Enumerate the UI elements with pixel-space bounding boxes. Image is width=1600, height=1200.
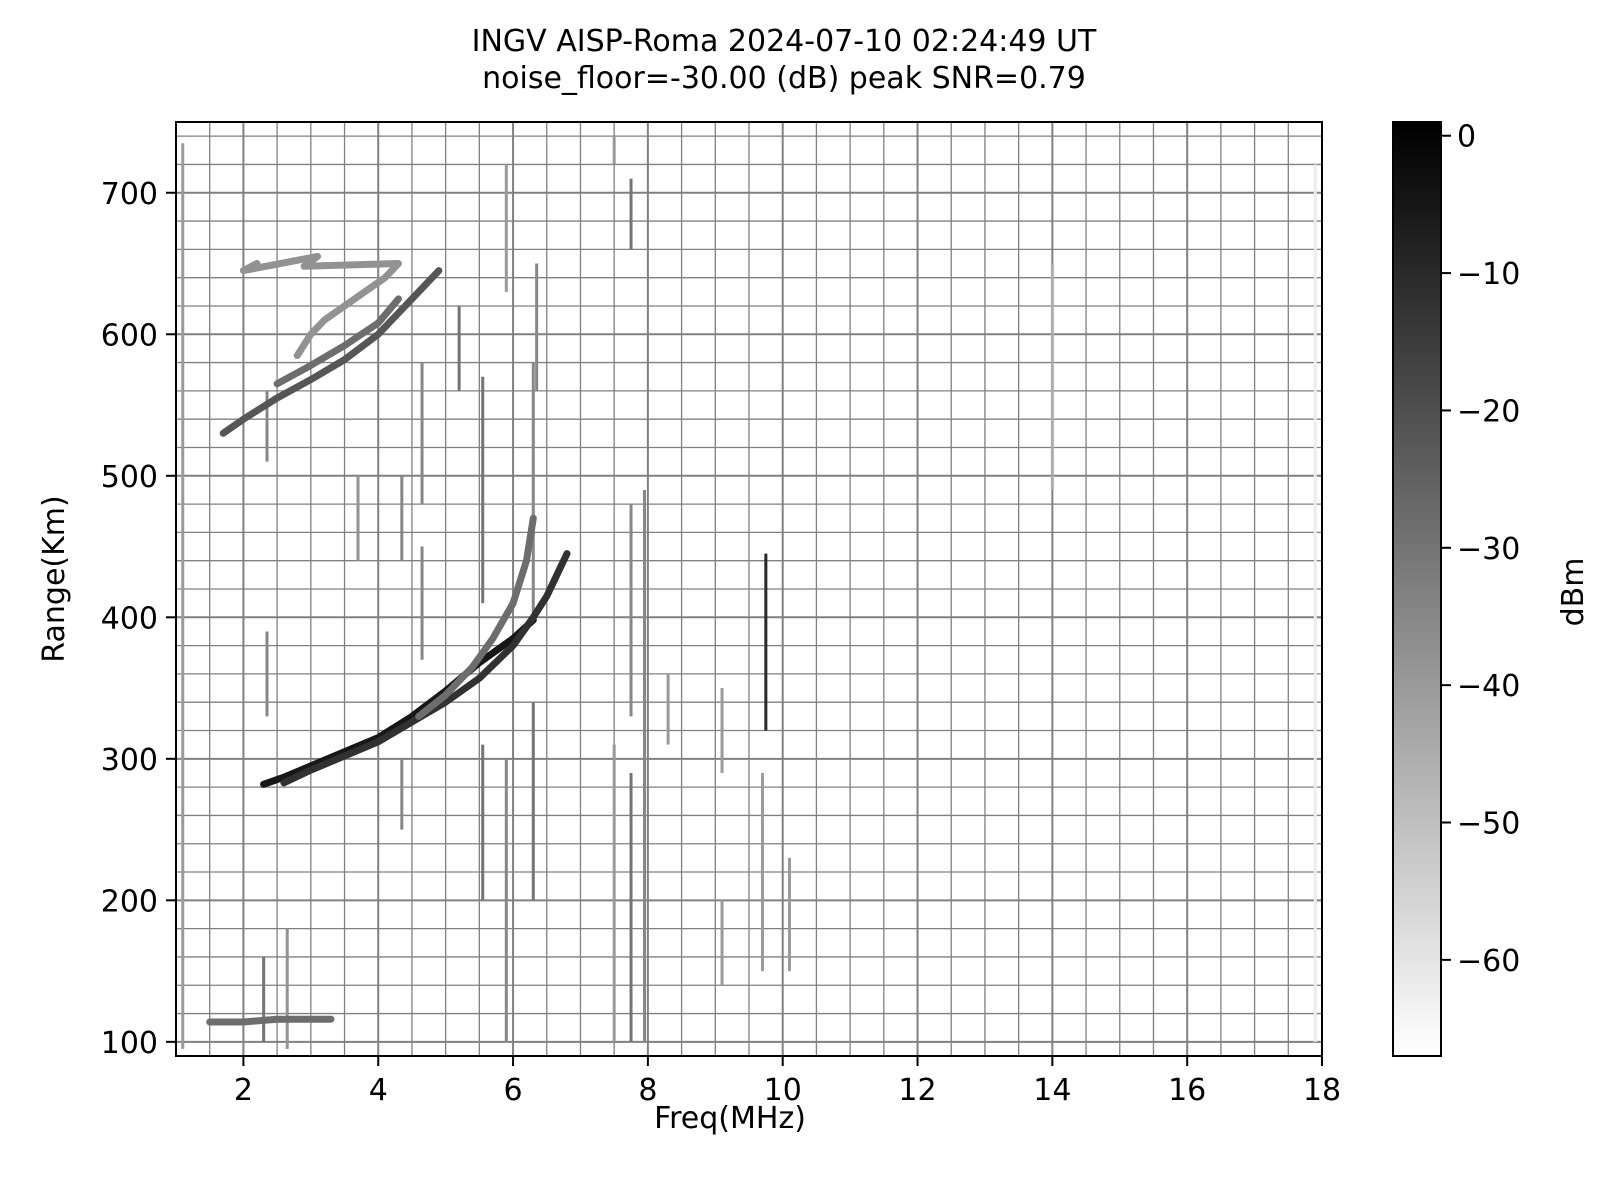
echo-trace [206,1015,335,1026]
colorbar-tick-label: −20 [1457,394,1520,429]
chart-subtitle: noise_floor=-30.00 (dB) peak SNR=0.79 [482,61,1086,96]
x-tick-label: 18 [1303,1073,1341,1108]
y-tick-label: 200 [101,884,158,919]
echo-trace [260,616,537,788]
y-tick-label: 700 [101,177,158,212]
colorbar [1392,121,1442,1057]
chart-title: INGV AISP-Roma 2024-07-10 02:24:49 UT [472,24,1097,59]
x-tick-label: 6 [504,1073,523,1108]
plot-frame [175,121,1323,1057]
echo-trace [415,514,537,720]
x-tick-label: 14 [1033,1073,1071,1108]
y-axis-label: Range(Km) [37,495,72,662]
x-tick-label: 4 [369,1073,388,1108]
colorbar-tick-label: −40 [1457,669,1520,704]
y-axis: 100 200 300 400 500 600 700 [101,177,176,1061]
colorbar-tick-label: −60 [1457,944,1520,979]
y-tick-label: 600 [101,318,158,353]
echo-trace [239,252,402,359]
echo-trace [280,550,571,787]
colorbar-label: dBm [1556,558,1591,627]
y-tick-label: 100 [101,1026,158,1061]
x-tick-label: 8 [638,1073,657,1108]
echo-trace [219,267,443,437]
y-tick-label: 500 [101,460,158,495]
y-tick-label: 400 [101,601,158,636]
colorbar-axis: 0 −10 −20 −30 −40 −50 −60 [1441,120,1520,979]
x-tick-label: 2 [234,1073,253,1108]
echo-trace [273,295,402,388]
colorbar-tick-label: −30 [1457,532,1520,567]
colorbar-tick-label: 0 [1457,120,1476,155]
x-tick-label: 10 [764,1073,802,1108]
x-axis: 2 4 6 8 10 12 14 16 18 [234,1056,1341,1108]
colorbar-tick-label: −50 [1457,807,1520,842]
x-tick-label: 12 [898,1073,936,1108]
colorbar-tick-label: −10 [1457,257,1520,292]
x-tick-label: 16 [1168,1073,1206,1108]
x-axis-label: Freq(MHz) [654,1101,806,1136]
data-marks [181,136,1317,1049]
y-tick-label: 300 [101,743,158,778]
